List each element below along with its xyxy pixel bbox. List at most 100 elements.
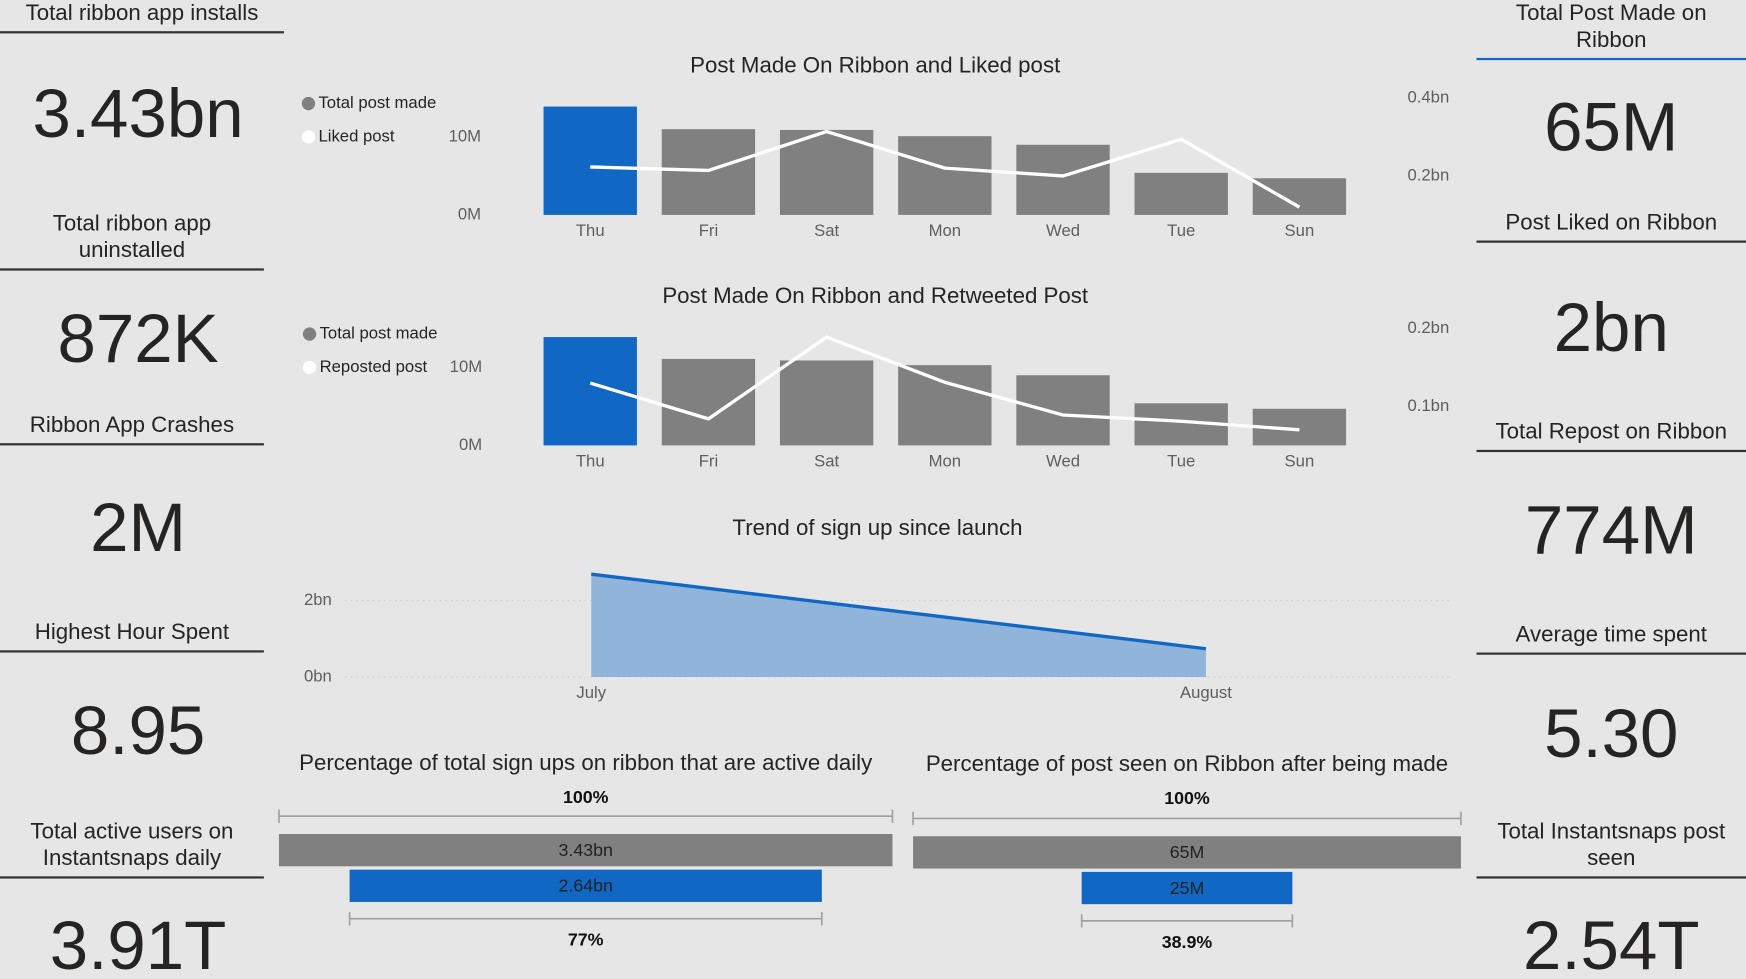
- y-tick-label: 10M: [449, 126, 481, 145]
- kpi-title-line: seen: [1587, 846, 1636, 871]
- kpi-title-line: Highest Hour Spent: [34, 620, 230, 645]
- legend-marker: [302, 327, 317, 341]
- value-label: 3.43bn: [558, 840, 612, 860]
- bar: [898, 365, 992, 446]
- x-tick-label: Fri: [699, 452, 718, 471]
- kpi-title-line: Total ribbon app installs: [25, 1, 259, 26]
- bar: [1134, 172, 1228, 215]
- bar: [661, 358, 756, 446]
- kpi-value: 774M: [1524, 492, 1698, 570]
- kpi-title-line: Instantsnaps daily: [42, 846, 222, 871]
- chart-title: Percentage of total sign ups on ribbon t…: [299, 750, 873, 775]
- kpi-title: Total Post Made on Ribbon: [1476, 0, 1746, 61]
- y-tick-label: 2bn: [304, 590, 332, 609]
- x-tick-label: Fri: [699, 221, 718, 240]
- funnel-bar: [1081, 871, 1293, 905]
- kpi-title-line: Total ribbon app: [52, 211, 212, 237]
- x-tick-label: Sun: [1285, 452, 1315, 471]
- kpi-title: Total ribbon app uninstalled: [0, 210, 264, 271]
- kpi-value: 3.91T: [49, 907, 227, 979]
- x-tick-label: Wed: [1046, 221, 1080, 240]
- percent-label: 77%: [568, 930, 604, 950]
- x-tick-label: August: [1180, 683, 1232, 702]
- bar: [779, 360, 874, 446]
- kpi-title-line: Ribbon: [1575, 27, 1647, 53]
- chart-title: Post Made On Ribbon and Liked post: [690, 53, 1061, 78]
- kpi-value: 872K: [57, 300, 219, 378]
- line: [589, 335, 1300, 432]
- bar: [543, 106, 637, 215]
- value-label: 2.64bn: [558, 876, 612, 896]
- y2-tick-label: 0.1bn: [1407, 396, 1449, 415]
- x-tick-label: Sat: [814, 452, 839, 471]
- legend-marker: [301, 130, 316, 144]
- chart-title: Post Made On Ribbon and Retweeted Post: [662, 283, 1089, 308]
- y2-tick-label: 0.2bn: [1407, 318, 1449, 337]
- percent-label: 100%: [1164, 788, 1210, 808]
- value-label: 25M: [1170, 878, 1205, 898]
- kpi-title: Post Liked on Ribbon: [1476, 209, 1746, 243]
- y2-tick-label: 0.2bn: [1407, 165, 1449, 184]
- y-tick-label: 0bn: [304, 666, 332, 685]
- kpi-value: 8.95: [70, 692, 206, 770]
- kpi-title: Average time spent: [1476, 621, 1746, 655]
- kpi-title: Total Repost on Ribbon: [1476, 419, 1746, 453]
- x-tick-label: Mon: [929, 452, 961, 471]
- kpi-value: 2bn: [1553, 289, 1669, 367]
- kpi-title-line: Total Post Made on: [1515, 1, 1707, 26]
- kpi-value: 5.30: [1544, 695, 1679, 773]
- y-tick-label: 0M: [458, 204, 481, 223]
- x-tick-label: Tue: [1167, 452, 1195, 471]
- funnel-bar: [349, 869, 822, 902]
- x-tick-label: Wed: [1046, 452, 1080, 471]
- kpi-value: 2M: [90, 489, 187, 567]
- legend-marker: [302, 360, 317, 375]
- x-tick-label: Mon: [929, 221, 961, 240]
- y-tick-label: 10M: [450, 357, 482, 376]
- x-tick-label: July: [576, 683, 606, 702]
- funnel-bar: [278, 834, 893, 867]
- kpi-title-line: Total Repost on Ribbon: [1495, 419, 1728, 445]
- legend-marker: [301, 96, 316, 111]
- value-label: 65M: [1170, 842, 1205, 862]
- bar: [1252, 178, 1347, 215]
- y2-tick-label: 0.4bn: [1407, 87, 1449, 106]
- kpi-title: Total ribbon app installs: [0, 0, 284, 34]
- funnel-bar: [913, 836, 1461, 869]
- percent-label: 38.9%: [1162, 932, 1213, 952]
- kpi-value: 65M: [1544, 89, 1679, 166]
- kpi-title: Total active users on Instantsnaps daily: [0, 818, 264, 879]
- bar: [779, 129, 874, 215]
- x-tick-label: Sun: [1285, 221, 1315, 240]
- kpi-title: Highest Hour Spent: [0, 619, 264, 653]
- legend-label: Reposted post: [320, 357, 428, 376]
- legend-label: Total post made: [318, 93, 436, 112]
- legend-label: Total post made: [320, 323, 438, 342]
- chart-title: Trend of sign up since launch: [732, 515, 1022, 540]
- x-tick-label: Sat: [814, 221, 839, 240]
- chart-title: Percentage of post seen on Ribbon after …: [926, 751, 1448, 776]
- y-tick-label: 0M: [459, 435, 482, 454]
- legend-label: Liked post: [318, 126, 394, 145]
- kpi-value: 3.43bn: [32, 75, 244, 153]
- kpi-value: 2.54T: [1522, 907, 1700, 979]
- x-tick-label: Tue: [1167, 221, 1195, 240]
- kpi-title: Total Instantsnaps post seen: [1476, 818, 1746, 879]
- x-tick-label: Thu: [576, 452, 605, 471]
- line: [591, 572, 1207, 651]
- kpi-title-line: Total Instantsnaps post: [1497, 819, 1726, 845]
- percent-label: 100%: [563, 787, 609, 807]
- bar: [898, 136, 992, 215]
- bar: [1016, 144, 1110, 215]
- x-tick-label: Thu: [576, 221, 605, 240]
- kpi-title-line: Ribbon App Crashes: [29, 413, 235, 438]
- kpi-title-line: Total active users on: [30, 819, 234, 845]
- kpi-title: Ribbon App Crashes: [0, 412, 264, 446]
- kpi-title-line: Average time spent: [1515, 622, 1707, 647]
- kpi-title-line: Post Liked on Ribbon: [1505, 210, 1718, 235]
- line: [590, 129, 1301, 209]
- bar: [1016, 375, 1110, 446]
- kpi-title-line: uninstalled: [78, 238, 186, 263]
